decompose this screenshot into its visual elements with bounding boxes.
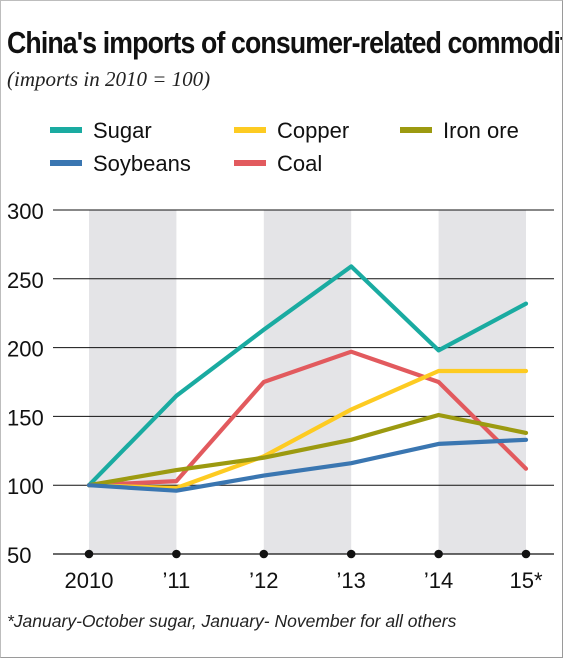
x-tick-label: ’13 <box>337 568 366 593</box>
x-tick-label: ’12 <box>249 568 278 593</box>
chart-footnote: *January-October sugar, January- Novembe… <box>7 611 457 631</box>
y-tick-label: 300 <box>7 199 44 224</box>
y-tick-label: 150 <box>7 405 44 430</box>
series-line-iron-ore <box>86 412 529 488</box>
shaded-band <box>263 210 352 554</box>
x-tick-dot <box>84 549 94 559</box>
y-tick-label: 250 <box>7 268 44 293</box>
x-tick-label: ’11 <box>163 568 191 593</box>
shaded-band <box>438 210 526 554</box>
x-tick-label: ’14 <box>424 568 453 593</box>
legend: Sugar Soybeans Copper Coal Iron ore <box>50 118 519 176</box>
x-tick-dot <box>521 549 531 559</box>
x-tick-dot <box>434 549 443 559</box>
series-line-soybeans <box>86 437 529 493</box>
series-line-sugar <box>86 264 529 488</box>
y-tick-label: 50 <box>7 543 31 568</box>
x-tick-dot <box>346 549 356 559</box>
x-tick-dot <box>259 549 269 559</box>
legend-label-sugar: Sugar <box>93 118 152 143</box>
legend-label-copper: Copper <box>277 118 349 143</box>
y-tick-label: 100 <box>7 474 44 499</box>
chart-subtitle: (imports in 2010 = 100) <box>7 67 211 91</box>
y-tick-label: 200 <box>7 337 44 362</box>
y-axis-tick-labels: 50 100 150 200 250 300 <box>7 199 44 568</box>
series-line-coal <box>86 349 529 488</box>
legend-label-iron-ore: Iron ore <box>443 118 519 143</box>
x-tick-label: 15* <box>509 568 542 593</box>
legend-label-coal: Coal <box>277 151 322 176</box>
shaded-band <box>89 210 177 554</box>
x-tick-label: 2010 <box>65 568 114 593</box>
chart-title: China's imports of consumer-related comm… <box>7 25 563 60</box>
x-axis: 2010 ’11 ’12 ’13 ’14 15* <box>53 549 554 593</box>
series-lines <box>86 264 529 493</box>
x-tick-dot <box>172 549 181 559</box>
shaded-bands <box>89 210 526 554</box>
series-line-copper <box>86 368 529 491</box>
legend-label-soybeans: Soybeans <box>93 151 191 176</box>
